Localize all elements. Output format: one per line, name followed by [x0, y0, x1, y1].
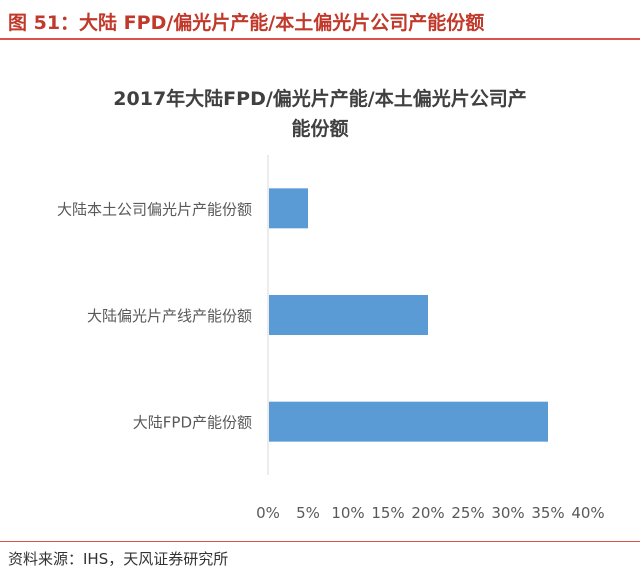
category-label: 大陆偏光片产线产能份额: [87, 307, 252, 325]
x-tick-label: 5%: [296, 504, 320, 522]
bar: [269, 188, 308, 229]
chart-title-line-1: 2017年大陆FPD/偏光片产能/本土偏光片公司产: [113, 88, 527, 110]
chart-title-line-2: 能份额: [291, 118, 349, 140]
source-note: 资料来源：IHS，天风证券研究所: [8, 550, 229, 568]
x-tick-label: 0%: [256, 504, 280, 522]
header-rule: [0, 38, 640, 40]
x-tick-label: 10%: [331, 504, 364, 522]
footer-rule: [0, 541, 640, 542]
x-tick-label: 40%: [571, 504, 604, 522]
x-tick-label: 35%: [531, 504, 564, 522]
x-tick-label: 25%: [451, 504, 484, 522]
x-tick-label: 30%: [491, 504, 524, 522]
bar: [269, 401, 548, 442]
x-tick-label: 15%: [371, 504, 404, 522]
category-label: 大陆本土公司偏光片产能份额: [57, 200, 252, 218]
bar: [269, 295, 428, 335]
category-label: 大陆FPD产能份额: [133, 414, 252, 432]
x-tick-label: 20%: [411, 504, 444, 522]
figure-header: 图 51：大陆 FPD/偏光片产能/本土偏光片公司产能份额: [0, 0, 640, 38]
figure-title: 图 51：大陆 FPD/偏光片产能/本土偏光片公司产能份额: [8, 12, 485, 34]
